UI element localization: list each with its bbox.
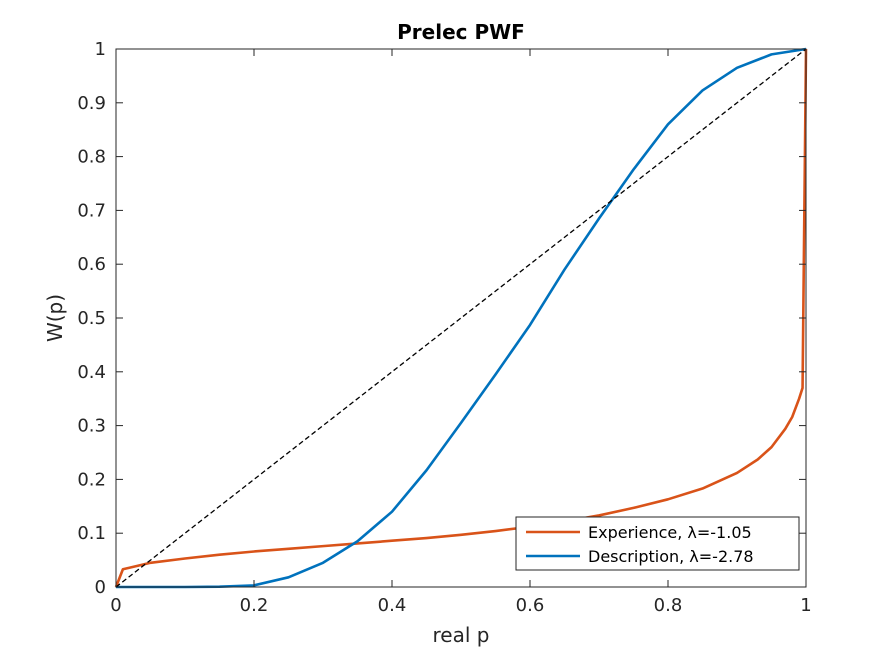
x-tick-label: 0.6 (516, 595, 545, 616)
x-axis-label: real p (433, 623, 490, 647)
chart-title: Prelec PWF (397, 20, 525, 44)
y-tick-label: 0.7 (77, 200, 106, 221)
y-axis-label: W(p) (43, 294, 67, 342)
y-tick-label: 0.9 (77, 93, 106, 114)
y-tick-label: 0.4 (77, 362, 106, 383)
y-tick-label: 0.3 (77, 416, 106, 437)
legend-label: Experience, λ=-1.05 (588, 523, 752, 542)
y-tick-label: 0.8 (77, 147, 106, 168)
legend-box (515, 516, 800, 571)
x-tick-label: 0.2 (240, 595, 269, 616)
legend: Experience, λ=-1.05 Description, λ=-2.78 (515, 516, 800, 571)
y-tick-label: 0.1 (77, 523, 106, 544)
identity-reference-line (115, 48, 807, 588)
axes-layer: 0 0.2 0.4 0.6 0.8 1 0 0.1 0.2 0.3 0.4 0.5 0.6 0.7 0.8 0… (77, 39, 811, 616)
legend-label: Description, λ=-2.78 (588, 547, 754, 566)
y-tick-label: 0.2 (77, 469, 106, 490)
x-tick-label: 1 (800, 595, 811, 616)
x-tick-label: 0 (110, 595, 121, 616)
x-tick-label: 0.8 (654, 595, 683, 616)
series-line-1 (116, 47, 807, 589)
y-tick-label: 0.6 (77, 254, 106, 275)
y-tick-label: 0.5 (77, 308, 106, 329)
x-tick-label: 0.4 (378, 595, 407, 616)
y-tick-label: 1 (95, 39, 106, 60)
y-tick-label: 0 (95, 577, 106, 598)
